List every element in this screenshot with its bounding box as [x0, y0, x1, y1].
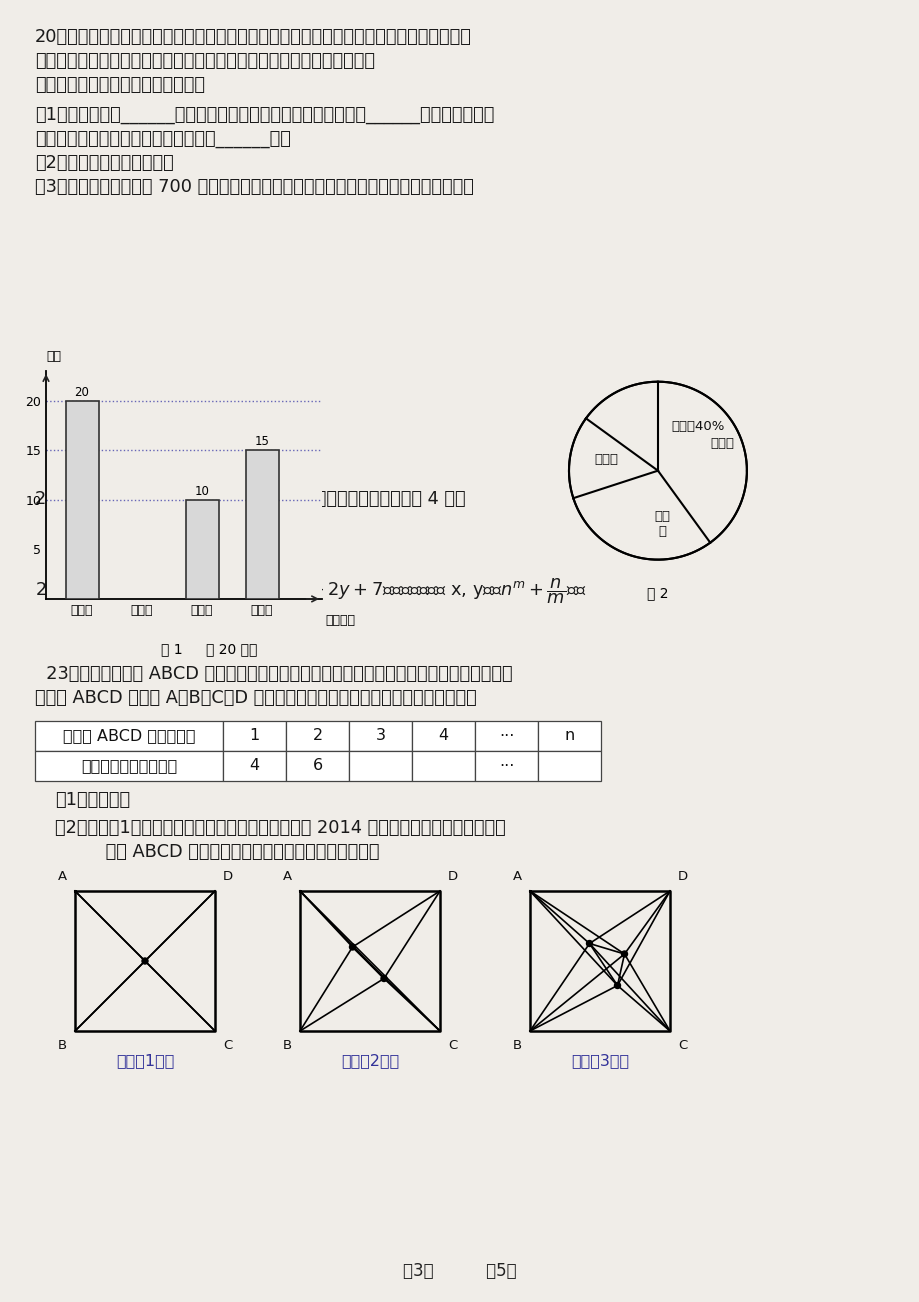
Text: D: D: [448, 870, 458, 883]
Text: 15: 15: [255, 435, 269, 448]
Text: 内部有2个点: 内部有2个点: [341, 1053, 399, 1068]
Text: 分割成的三角形的个数: 分割成的三角形的个数: [81, 759, 177, 773]
Text: （1）这次共调查______名学生；参加文学类学生所占的百分比为______；在扇形统计图: （1）这次共调查______名学生；参加文学类学生所占的百分比为______；在…: [35, 105, 494, 124]
Bar: [286, 721, 348, 751]
Text: 23、如图，正方形 ABCD 内部有若干个点（任意三点都能构成一个三角形），用这些点以及: 23、如图，正方形 ABCD 内部有若干个点（任意三点都能构成一个三角形），用这…: [35, 665, 512, 684]
Bar: [538, 751, 600, 781]
Text: C: C: [448, 1039, 457, 1052]
Bar: [35, 751, 222, 781]
Text: C: C: [677, 1039, 686, 1052]
Text: 20、为丰富学生的课余生活，陶冶学生的兴趣和爱好。某中学七年级开展了学生社团活动。: 20、为丰富学生的课余生活，陶冶学生的兴趣和爱好。某中学七年级开展了学生社团活动…: [35, 29, 471, 46]
Text: C: C: [222, 1039, 232, 1052]
Bar: [474, 721, 538, 751]
Text: 2: 2: [312, 729, 323, 743]
Bar: [65, 401, 98, 599]
Text: 人数: 人数: [46, 350, 61, 363]
Text: 方形 ABCD 内部有多少个点？若不能，请说明理由。: 方形 ABCD 内部有多少个点？若不能，请说明理由。: [55, 842, 380, 861]
Text: 21、小红今年 5 岁，她的父亲 32 岁，是否哪一年父亲的年龄恰好是小红的 4 倍？: 21、小红今年 5 岁，她的父亲 32 岁，是否哪一年父亲的年龄恰好是小红的 4…: [35, 490, 465, 508]
Text: （2）请把统计图补充完整；: （2）请把统计图补充完整；: [35, 154, 174, 172]
Circle shape: [614, 983, 619, 988]
Text: 体育类40%: 体育类40%: [671, 419, 724, 432]
Text: B: B: [58, 1039, 67, 1052]
Text: 4: 4: [249, 759, 259, 773]
Text: 10: 10: [194, 484, 210, 497]
Text: 图 2: 图 2: [646, 586, 668, 600]
Text: B: B: [512, 1039, 521, 1052]
Text: A: A: [58, 870, 67, 883]
Text: 请根据上述统计图，完成以下问题。: 请根据上述统计图，完成以下问题。: [35, 76, 205, 94]
Bar: [412, 751, 474, 781]
Bar: [412, 721, 474, 751]
Text: 6: 6: [312, 759, 323, 773]
Text: 正方形 ABCD 的顶点 A、B、C、D 把原正方形分割成一些三角形（互相不重叠）；: 正方形 ABCD 的顶点 A、B、C、D 把原正方形分割成一些三角形（互相不重叠…: [35, 689, 476, 707]
Bar: [348, 751, 412, 781]
Bar: [186, 500, 219, 599]
Text: 图 1: 图 1: [161, 642, 183, 656]
Text: 第3页          共5页: 第3页 共5页: [403, 1262, 516, 1280]
Bar: [348, 721, 412, 751]
Text: n: n: [563, 729, 574, 743]
Text: B: B: [282, 1039, 291, 1052]
Text: 社团分类: 社团分类: [324, 613, 355, 626]
Text: 3: 3: [375, 729, 385, 743]
Text: 第 20 题图: 第 20 题图: [206, 642, 257, 656]
Bar: [222, 721, 286, 751]
Circle shape: [586, 940, 592, 947]
Text: （3）若该校七年级共有 700 名学生，你估计七年级可能有多少名学生参加艺术类社团？: （3）若该校七年级共有 700 名学生，你估计七年级可能有多少名学生参加艺术类社…: [35, 178, 473, 197]
Bar: [538, 721, 600, 751]
Text: （1）填写表格: （1）填写表格: [55, 792, 130, 809]
Bar: [474, 751, 538, 781]
Bar: [35, 721, 222, 751]
Circle shape: [621, 950, 627, 957]
Text: 22、已知多项式$3x^2-my-8$与多项式$-nx^2+2y+7$的差中，不含有 x, y；求$n^m+\dfrac{n}{m}$的值: 22、已知多项式$3x^2-my-8$与多项式$-nx^2+2y+7$的差中，不…: [35, 575, 585, 605]
Circle shape: [380, 975, 387, 982]
Circle shape: [349, 944, 355, 950]
Text: D: D: [222, 870, 233, 883]
Text: 20: 20: [74, 385, 89, 398]
Text: （2）根据（1）中的结论回答：原正方形能否分割成 2014 个三角形？若能，求出此时正: （2）根据（1）中的结论回答：原正方形能否分割成 2014 个三角形？若能，求出…: [55, 819, 505, 837]
Text: 4: 4: [438, 729, 448, 743]
Text: 内部有1个点: 内部有1个点: [116, 1053, 174, 1068]
Bar: [245, 450, 278, 599]
Text: 书法类: 书法类: [709, 437, 733, 450]
Text: A: A: [282, 870, 291, 883]
Text: 艺术
类: 艺术 类: [653, 510, 670, 538]
Text: 文学类: 文学类: [594, 453, 618, 466]
Text: 1: 1: [249, 729, 259, 743]
Bar: [222, 751, 286, 781]
Text: A: A: [512, 870, 521, 883]
Text: 正方形 ABCD 内点的个数: 正方形 ABCD 内点的个数: [62, 729, 195, 743]
Bar: [286, 751, 348, 781]
Text: D: D: [677, 870, 687, 883]
Circle shape: [142, 958, 148, 963]
Text: 中，表示书法类所在的扇形的圆心角是______度。: 中，表示书法类所在的扇形的圆心角是______度。: [35, 130, 290, 148]
Text: 年级为了了解学生分类参加情况，进行了抽样调查，制作出如下统计图：: 年级为了了解学生分类参加情况，进行了抽样调查，制作出如下统计图：: [35, 52, 375, 70]
Text: ···: ···: [498, 729, 514, 743]
Text: 内部有3个点: 内部有3个点: [571, 1053, 629, 1068]
Text: ···: ···: [498, 759, 514, 773]
